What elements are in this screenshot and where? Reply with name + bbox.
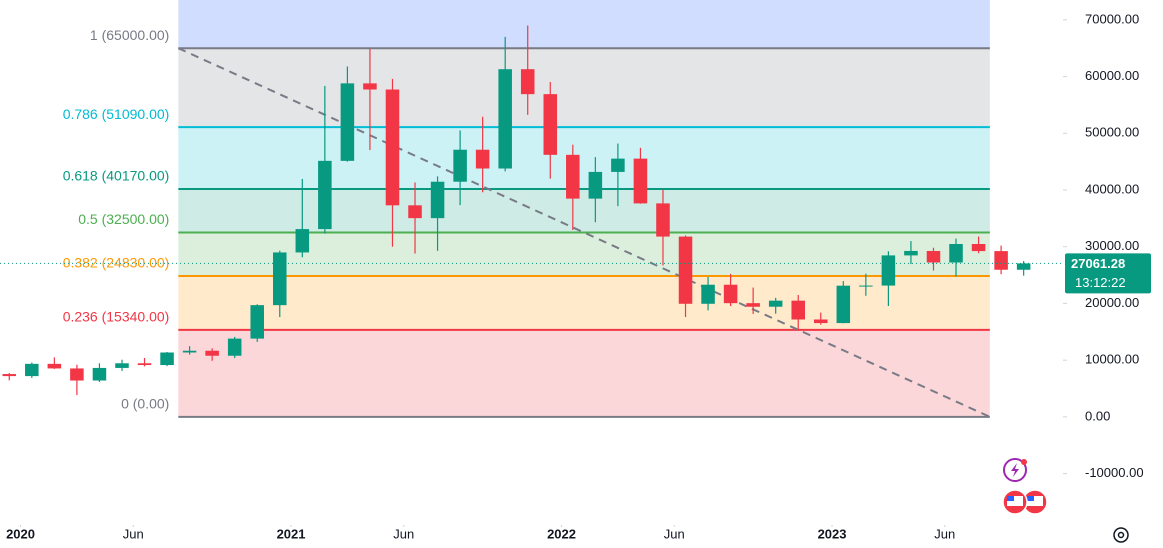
candle-body bbox=[543, 94, 558, 155]
candle-body bbox=[949, 244, 963, 263]
overlay: 70000.00 60000.00 50000.00 40000.00 30000.00… bbox=[0, 11, 1151, 541]
candle-body bbox=[137, 363, 152, 366]
candle-body bbox=[25, 363, 39, 377]
candle-body bbox=[746, 303, 760, 307]
candle-body bbox=[70, 368, 84, 381]
candle-body bbox=[656, 203, 670, 237]
candle-body bbox=[814, 319, 828, 324]
fib-band bbox=[178, 329, 990, 417]
x-tick-label: Jun bbox=[934, 526, 955, 541]
candle-body bbox=[520, 69, 535, 95]
fib-band bbox=[178, 276, 990, 330]
fib-level-label: 0.382 (24830.00) bbox=[63, 255, 170, 271]
candle-body bbox=[475, 149, 490, 169]
candle-body bbox=[881, 255, 896, 286]
y-tick-label: 10000.00 bbox=[1085, 352, 1139, 367]
candle-body bbox=[498, 69, 512, 169]
candle-body bbox=[588, 171, 603, 199]
candle-body bbox=[160, 352, 174, 366]
candle-body bbox=[791, 300, 805, 320]
candle-body bbox=[182, 350, 197, 353]
candle-body bbox=[836, 285, 851, 324]
candle-body bbox=[340, 83, 355, 161]
x-tick-label: Jun bbox=[664, 526, 685, 541]
y-tick-label: 20000.00 bbox=[1085, 295, 1139, 310]
candle-body bbox=[678, 236, 693, 304]
x-tick-label: Jun bbox=[393, 526, 414, 541]
candle-body bbox=[723, 284, 738, 304]
candle-body bbox=[701, 284, 715, 304]
alert-icon[interactable] bbox=[1003, 458, 1027, 482]
candle-body bbox=[318, 160, 332, 230]
candle-body bbox=[633, 158, 648, 204]
candle-body bbox=[926, 250, 941, 263]
price-tag-label: 27061.28 bbox=[1071, 256, 1125, 271]
fib-trend-line bbox=[177, 47, 991, 418]
candle-body bbox=[408, 205, 422, 219]
y-tick-label: 40000.00 bbox=[1085, 181, 1139, 196]
candle-body bbox=[205, 350, 219, 356]
candle-body bbox=[47, 363, 62, 369]
x-tick-label: 2021 bbox=[277, 526, 306, 541]
fib-band bbox=[178, 0, 990, 49]
y-tick-label: 70000.00 bbox=[1085, 11, 1139, 26]
candle-body bbox=[904, 250, 918, 256]
candle-body bbox=[115, 363, 129, 368]
fib-band bbox=[178, 127, 990, 190]
candle-body bbox=[971, 244, 986, 252]
x-tick-label: 2023 bbox=[818, 526, 847, 541]
fib-level-label: 0.618 (40170.00) bbox=[63, 168, 170, 184]
countdown-label: 13:12:22 bbox=[1075, 275, 1126, 290]
fib-level-label: 0 (0.00) bbox=[121, 396, 169, 412]
candle-body bbox=[994, 251, 1008, 270]
y-tick-label: 30000.00 bbox=[1085, 238, 1139, 253]
fib-level-label: 0.236 (15340.00) bbox=[63, 309, 170, 325]
x-tick-label: 2022 bbox=[547, 526, 576, 541]
candle-body bbox=[430, 181, 445, 219]
candle-body bbox=[295, 229, 310, 253]
candle-body bbox=[859, 285, 873, 287]
fib-level-label: 0.786 (51090.00) bbox=[63, 106, 170, 122]
candle-body bbox=[250, 305, 264, 339]
y-tick-label: 50000.00 bbox=[1085, 125, 1139, 140]
fib-level-label: 0.5 (32500.00) bbox=[78, 211, 169, 227]
economic-events-icon[interactable] bbox=[1002, 489, 1048, 515]
x-tick-label: 2020 bbox=[6, 526, 35, 541]
candle-body bbox=[768, 300, 783, 307]
candle-body bbox=[385, 89, 400, 206]
candle-body bbox=[453, 149, 467, 182]
candle-body bbox=[1016, 263, 1031, 270]
candle-body bbox=[566, 154, 580, 199]
candle-body bbox=[2, 374, 17, 377]
price-tag bbox=[1065, 253, 1151, 294]
y-tick-label: 60000.00 bbox=[1085, 68, 1139, 83]
candle-body bbox=[611, 158, 625, 172]
x-tick-label: Jun bbox=[123, 526, 144, 541]
candle-body bbox=[227, 338, 242, 356]
fib-band bbox=[178, 232, 990, 277]
candle-body bbox=[273, 252, 287, 306]
fib-retracement[interactable]: 1 (65000.00) 0.786 (51090.00) 0.618 (40170… bbox=[63, 0, 991, 418]
fib-band bbox=[178, 48, 990, 128]
settings-icon[interactable] bbox=[1113, 527, 1129, 543]
candle-body bbox=[92, 367, 107, 381]
y-tick-label: -10000.00 bbox=[1085, 465, 1144, 480]
candle-body bbox=[363, 83, 377, 90]
y-tick-label: 0.00 bbox=[1085, 408, 1110, 423]
fib-level-label: 1 (65000.00) bbox=[90, 27, 169, 43]
fib-band bbox=[178, 189, 990, 233]
candles bbox=[2, 25, 1031, 396]
